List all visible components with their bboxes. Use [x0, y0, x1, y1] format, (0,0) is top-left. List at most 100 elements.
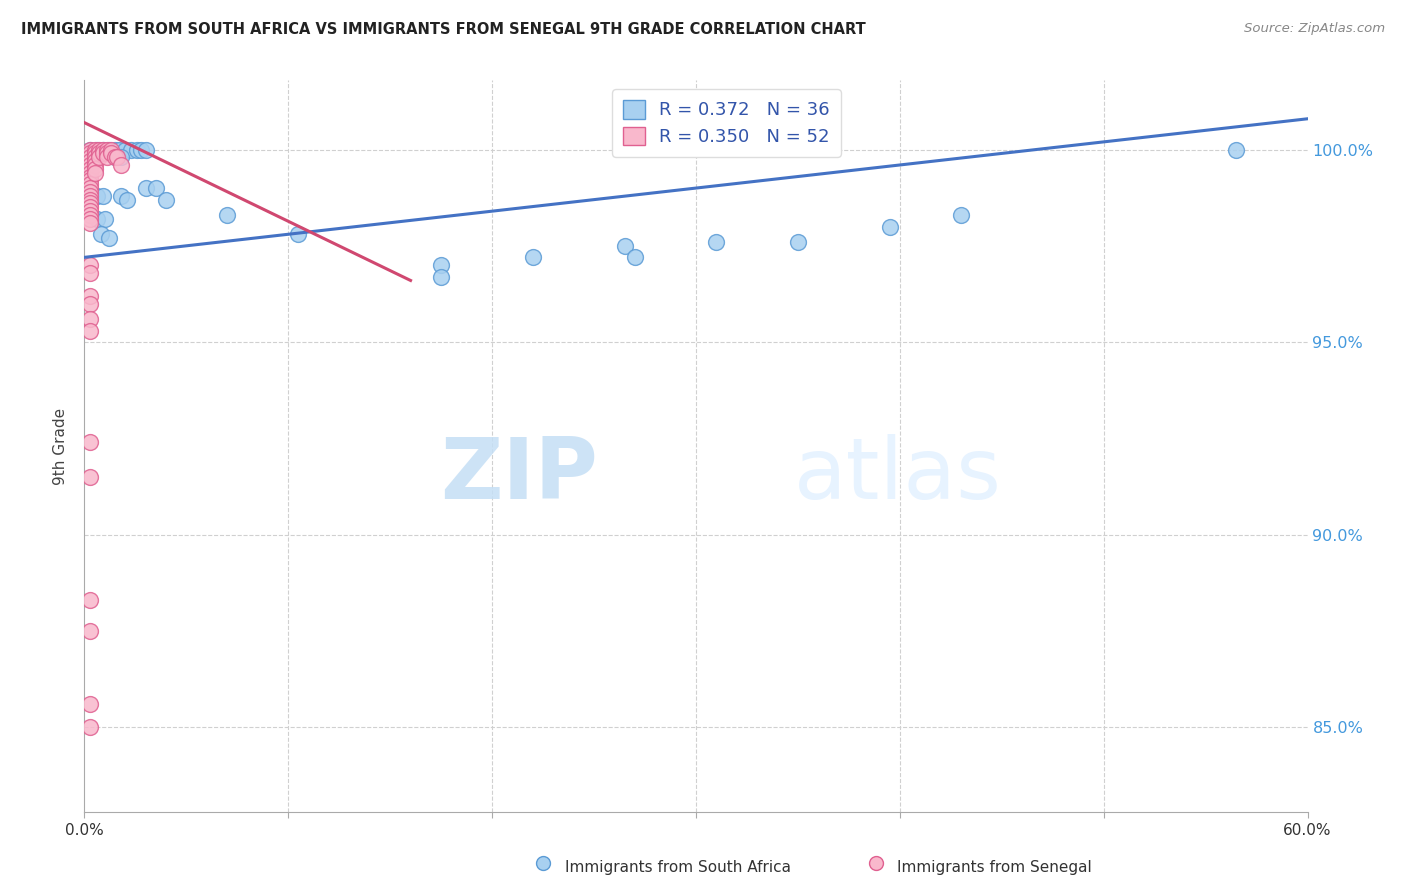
Point: [1225, 143, 1247, 157]
Point: [79, 169, 101, 184]
Point: [83, 154, 105, 169]
Point: [96, 143, 118, 157]
Point: [83, 166, 105, 180]
Point: [79, 143, 101, 157]
Point: [83, 146, 105, 161]
Point: [104, 150, 127, 164]
Text: Immigrants from Senegal: Immigrants from Senegal: [897, 860, 1092, 874]
Point: [114, 143, 136, 157]
Point: [79, 185, 101, 199]
Point: [79, 204, 101, 219]
Point: [79, 154, 101, 169]
Point: [79, 158, 101, 172]
Point: [91, 188, 114, 202]
Point: [100, 143, 122, 157]
Point: [79, 720, 101, 734]
Point: [950, 208, 973, 222]
Point: [110, 158, 132, 172]
Point: [104, 143, 127, 157]
Text: Source: ZipAtlas.com: Source: ZipAtlas.com: [1244, 22, 1385, 36]
Point: [79, 697, 101, 711]
Point: [79, 593, 101, 607]
Point: [135, 143, 157, 157]
Point: [79, 312, 101, 326]
Point: [86, 188, 108, 202]
Point: [145, 181, 167, 195]
Point: [79, 289, 101, 303]
Point: [79, 178, 101, 192]
Point: [79, 470, 101, 484]
Point: [79, 296, 101, 310]
Point: [127, 143, 149, 157]
Point: [96, 150, 118, 164]
Point: [97, 143, 120, 157]
Point: [91, 143, 114, 157]
Point: [108, 143, 131, 157]
Point: [706, 235, 728, 249]
Point: [120, 143, 142, 157]
Text: IMMIGRANTS FROM SOUTH AFRICA VS IMMIGRANTS FROM SENEGAL 9TH GRADE CORRELATION CH: IMMIGRANTS FROM SOUTH AFRICA VS IMMIGRAN…: [21, 22, 866, 37]
Point: [131, 143, 153, 157]
Point: [83, 143, 105, 157]
Point: [87, 143, 110, 157]
Point: [105, 150, 128, 164]
Point: [155, 193, 177, 207]
Point: [287, 227, 309, 242]
Text: Immigrants from South Africa: Immigrants from South Africa: [565, 860, 792, 874]
Point: [90, 227, 112, 242]
Point: [79, 266, 101, 280]
Point: [83, 161, 105, 176]
Point: [79, 324, 101, 338]
Point: [79, 211, 101, 226]
Point: [624, 251, 647, 265]
Point: [100, 146, 122, 161]
Point: [91, 143, 114, 157]
Point: [531, 855, 554, 870]
Point: [217, 208, 239, 222]
Point: [865, 855, 887, 870]
Point: [430, 269, 453, 284]
Point: [879, 219, 901, 234]
Point: [91, 146, 114, 161]
Point: [79, 435, 101, 450]
Legend: R = 0.372   N = 36, R = 0.350   N = 52: R = 0.372 N = 36, R = 0.350 N = 52: [613, 89, 841, 157]
Point: [86, 211, 108, 226]
Point: [430, 258, 453, 272]
Point: [79, 161, 101, 176]
Point: [79, 193, 101, 207]
Y-axis label: 9th Grade: 9th Grade: [53, 408, 69, 484]
Text: atlas: atlas: [794, 434, 1002, 516]
Point: [87, 146, 110, 161]
Point: [79, 208, 101, 222]
Point: [87, 150, 110, 164]
Text: 60.0%: 60.0%: [1284, 823, 1331, 838]
Point: [104, 150, 127, 164]
Point: [110, 150, 132, 164]
Point: [79, 181, 101, 195]
Point: [79, 200, 101, 214]
Point: [79, 150, 101, 164]
Point: [522, 251, 544, 265]
Point: [93, 211, 117, 226]
Point: [135, 181, 157, 195]
Point: [79, 624, 101, 638]
Point: [79, 216, 101, 230]
Point: [787, 235, 810, 249]
Point: [97, 231, 120, 245]
Text: ZIP: ZIP: [440, 434, 598, 516]
Point: [79, 258, 101, 272]
Point: [110, 188, 132, 202]
Text: 0.0%: 0.0%: [65, 823, 104, 838]
Point: [96, 146, 118, 161]
Point: [79, 143, 101, 157]
Point: [79, 196, 101, 211]
Point: [86, 143, 108, 157]
Point: [79, 166, 101, 180]
Point: [79, 188, 101, 202]
Point: [613, 239, 636, 253]
Point: [79, 173, 101, 187]
Point: [115, 193, 138, 207]
Point: [79, 146, 101, 161]
Point: [83, 158, 105, 172]
Point: [83, 150, 105, 164]
